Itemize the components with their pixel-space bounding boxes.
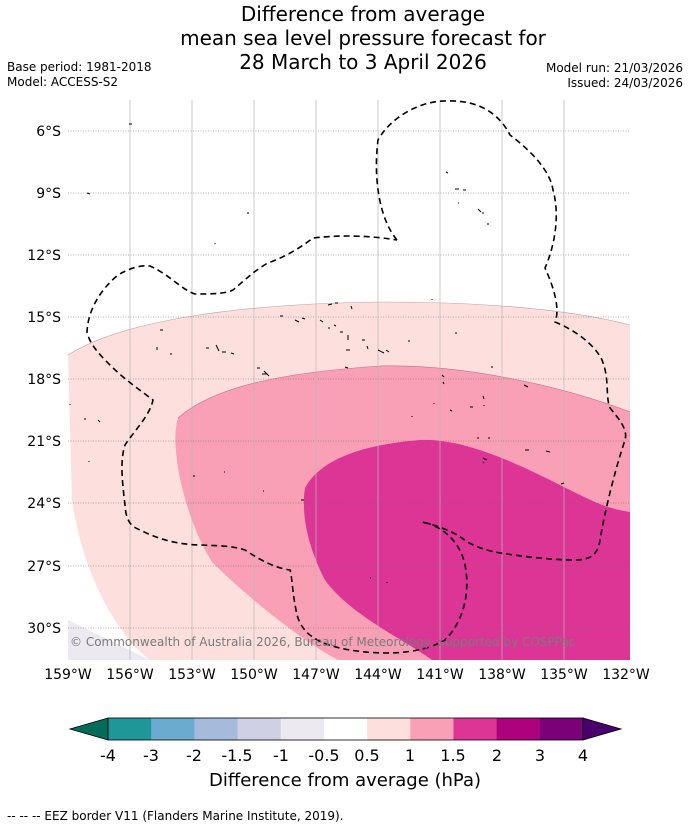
colorbar-tick: 4	[577, 746, 589, 765]
title-line-1: Difference from average	[240, 2, 486, 26]
lat-label: 18°S	[27, 372, 61, 388]
latitude-labels: 6°S 9°S 12°S 15°S 18°S 21°S 24°S 27°S 30…	[27, 124, 61, 637]
colorbar-title: Difference from average (hPa)	[208, 770, 482, 791]
colorbar-tick: 0.5	[354, 746, 380, 765]
colorbar-cell	[280, 718, 325, 740]
colorbar-cells	[108, 718, 584, 740]
colorbar-cell	[410, 718, 454, 740]
colorbar-low-extend	[68, 717, 109, 741]
colorbar-cell	[237, 718, 282, 740]
lat-label: 21°S	[27, 434, 61, 450]
issued-date: Issued: 24/03/2026	[567, 76, 683, 90]
colorbar-tick: -1.5	[221, 746, 253, 765]
colorbar-tick: -2	[186, 746, 202, 765]
colorbar	[68, 717, 623, 741]
lon-label: 138°W	[478, 667, 526, 683]
colorbar-tick: -0.5	[308, 746, 340, 765]
colorbar-high-extend	[582, 717, 623, 741]
colorbar-tick: -1	[273, 746, 289, 765]
chart-title: Difference from average mean sea level p…	[0, 2, 690, 74]
colorbar-cell	[453, 718, 498, 740]
colorbar-tick: 3	[534, 746, 546, 765]
colorbar-tick: 1.5	[440, 746, 466, 765]
lon-label: 153°W	[168, 667, 216, 683]
eez-legend: -- -- -- EEZ border V11 (Flanders Marine…	[7, 809, 344, 823]
colorbar-cell	[194, 718, 239, 740]
lat-label: 15°S	[27, 310, 61, 326]
anomaly-region-neg-0.5	[68, 620, 150, 660]
colorbar-tick: -3	[143, 746, 159, 765]
colorbar-cell	[539, 718, 584, 740]
meta-right: Model run: 21/03/2026 Issued: 24/03/2026	[546, 61, 683, 91]
title-line-3: 28 March to 3 April 2026	[239, 50, 487, 74]
lon-label: 132°W	[602, 667, 650, 683]
colorbar-cell	[367, 718, 411, 740]
lat-label: 9°S	[36, 186, 61, 202]
colorbar-cell	[496, 718, 541, 740]
lat-label: 6°S	[36, 124, 61, 140]
model-run: Model run: 21/03/2026	[545, 61, 683, 75]
lon-label: 141°W	[416, 667, 464, 683]
colorbar-tick: 1	[404, 746, 416, 765]
model-name: Model: ACCESS-S2	[7, 75, 119, 89]
longitude-labels: 159°W 156°W 153°W 150°W 147°W 144°W 141°…	[44, 667, 650, 683]
lon-label: 144°W	[354, 667, 402, 683]
islands	[69, 123, 565, 583]
colorbar-tick: -4	[100, 746, 116, 765]
lat-label: 12°S	[27, 248, 61, 264]
colorbar-cell	[323, 718, 368, 740]
copyright-notice: © Commonwealth of Australia 2026, Bureau…	[70, 635, 575, 649]
base-period: Base period: 1981-2018	[7, 60, 152, 74]
lon-label: 159°W	[44, 667, 92, 683]
lon-label: 150°W	[230, 667, 278, 683]
eez-border	[86, 100, 627, 654]
lat-label: 24°S	[27, 496, 61, 512]
lat-label: 30°S	[27, 621, 61, 637]
gridlines	[68, 130, 630, 629]
map-panel: © Commonwealth of Australia 2026, Bureau…	[68, 100, 630, 660]
colorbar-cell	[151, 718, 195, 740]
lon-label: 135°W	[540, 667, 588, 683]
lat-label: 27°S	[27, 559, 61, 575]
lon-label: 147°W	[292, 667, 340, 683]
lon-label: 156°W	[106, 667, 154, 683]
meta-left: Base period: 1981-2018 Model: ACCESS-S2	[7, 60, 152, 90]
colorbar-cell	[108, 718, 152, 740]
title-line-2: mean sea level pressure forecast for	[180, 26, 546, 50]
colorbar-tick: 2	[491, 746, 503, 765]
anomaly-region-1.5-2	[303, 439, 630, 660]
